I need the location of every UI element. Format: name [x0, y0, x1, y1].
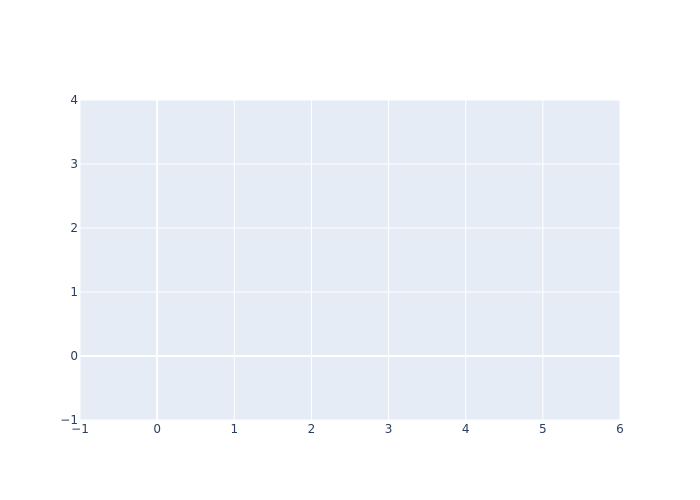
x-tick-label: 3: [385, 422, 393, 436]
y-tick-label: 0: [70, 349, 78, 363]
x-tick-label: 0: [153, 422, 161, 436]
y-tick-label: 4: [70, 93, 78, 107]
y-axis: −1 0 1 2 3 4: [60, 93, 78, 427]
x-tick-label: −1: [71, 422, 89, 436]
y-tick-label: 1: [70, 285, 78, 299]
plot-background: [80, 100, 620, 420]
y-tick-label: 3: [70, 157, 78, 171]
x-tick-label: 5: [539, 422, 547, 436]
x-tick-label: 2: [308, 422, 316, 436]
plot-area: [79, 99, 621, 421]
x-axis: −1 0 1 2 3 4 5 6: [71, 422, 624, 436]
y-tick-label: 2: [70, 221, 78, 235]
x-tick-label: 6: [616, 422, 624, 436]
x-tick-label: 4: [462, 422, 470, 436]
y-tick-label: −1: [60, 413, 78, 427]
x-tick-label: 1: [230, 422, 238, 436]
